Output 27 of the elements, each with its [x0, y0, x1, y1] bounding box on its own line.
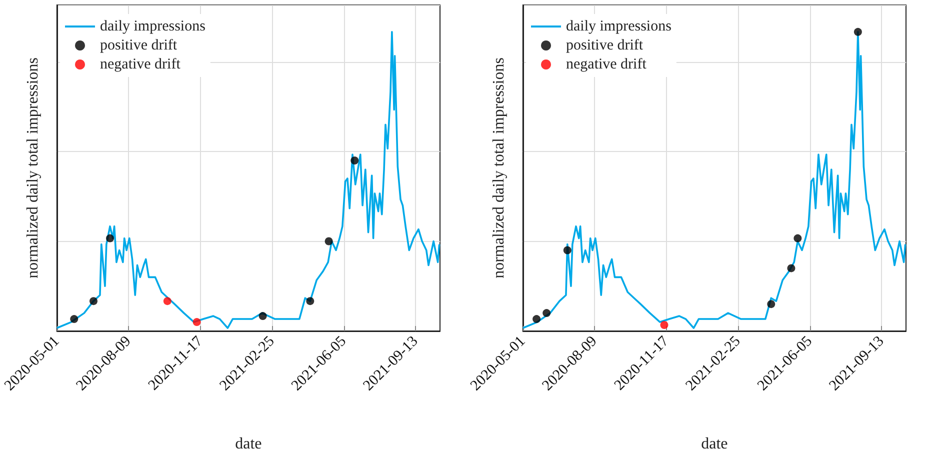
point [306, 297, 314, 306]
point [854, 28, 862, 36]
y-axis-title: normalized daily total impressions [24, 58, 42, 278]
y-axis-title: normalized daily total impressions [490, 58, 508, 278]
point [192, 318, 201, 326]
point [563, 246, 572, 254]
x-axis-title: date [701, 436, 728, 452]
legend-label: positive drift [566, 38, 644, 54]
legend-label: positive drift [100, 38, 178, 54]
legend-label: daily impressions [100, 18, 206, 34]
point [794, 234, 802, 242]
point [542, 309, 551, 318]
x-axis-title: date [235, 436, 262, 452]
point [532, 315, 541, 324]
point [90, 297, 98, 306]
point [163, 297, 172, 306]
point [787, 264, 796, 272]
legend-label: negative drift [100, 56, 182, 72]
legend-label: daily impressions [566, 18, 672, 34]
point [660, 321, 668, 330]
point [70, 315, 78, 324]
point [350, 156, 359, 165]
point [106, 234, 114, 242]
point [767, 300, 776, 308]
legend-label: negative drift [566, 56, 648, 72]
point [258, 312, 267, 320]
point [324, 237, 333, 246]
